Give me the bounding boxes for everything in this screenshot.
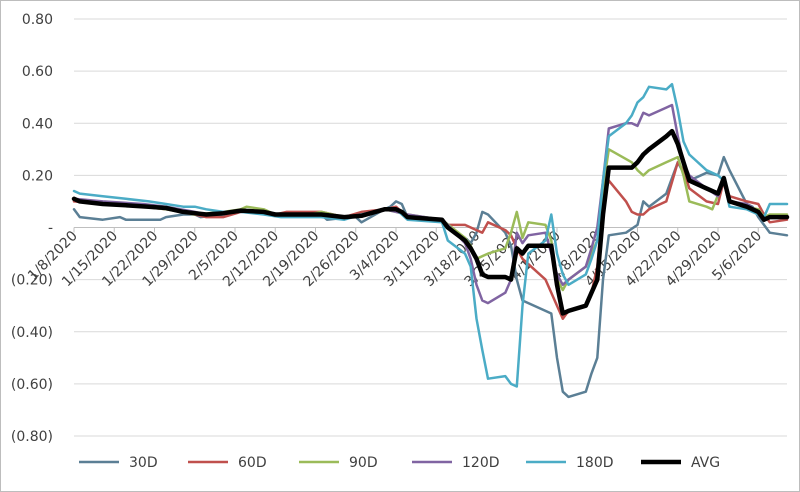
y-tick-label: - <box>48 221 53 237</box>
y-tick-label: (0.20) <box>11 273 53 289</box>
y-tick-label: 0.80 <box>22 12 53 28</box>
y-tick-label: 0.20 <box>22 168 53 184</box>
y-tick-label: (0.40) <box>11 325 53 341</box>
y-axis-tick-labels: 0.80 0.60 0.40 0.20 - (0.20) (0.40) (0.60) (0.80… <box>11 12 53 445</box>
legend-label-90d: 90D <box>349 455 378 471</box>
y-tick-label: (0.60) <box>11 377 53 393</box>
legend-label-avg: AVG <box>691 455 720 471</box>
legend-label-120d: 120D <box>462 455 500 471</box>
legend-label-30d: 30D <box>129 455 158 471</box>
legend-label-60d: 60D <box>238 455 267 471</box>
legend: 30D 60D 90D 120D 180D AVG <box>79 455 720 471</box>
x-axis-tick-labels: 1/8/20201/15/20201/22/20201/29/20202/5/2… <box>25 227 765 290</box>
y-tick-label: 0.60 <box>22 64 53 80</box>
y-tick-label: 0.40 <box>22 116 53 132</box>
series-lines <box>71 82 790 399</box>
y-tick-label: (0.80) <box>11 429 53 445</box>
legend-label-180d: 180D <box>576 455 614 471</box>
gridlines <box>74 18 787 437</box>
series-line-avg <box>71 128 790 316</box>
